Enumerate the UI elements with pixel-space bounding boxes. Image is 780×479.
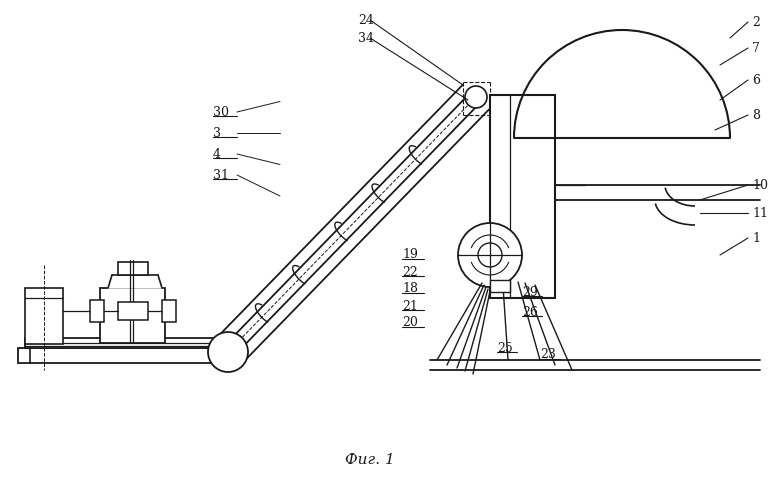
Bar [118,262,148,275]
Text: 29: 29 [522,285,537,298]
Text: 8: 8 [752,109,760,122]
Text: 23: 23 [540,349,556,362]
Text: 18: 18 [402,283,418,296]
Text: 7: 7 [752,42,760,55]
Circle shape [465,86,487,108]
Bar [118,302,148,320]
Text: 6: 6 [752,73,760,87]
Bar [100,288,165,343]
Text: 3: 3 [213,126,221,139]
Circle shape [478,243,502,267]
Text: 1: 1 [752,231,760,244]
Text: 24: 24 [358,13,374,26]
Bar [162,300,176,322]
Circle shape [458,223,522,287]
Text: 21: 21 [402,299,418,312]
Text: 22: 22 [402,265,418,278]
Bar [25,288,63,344]
Text: 30: 30 [213,105,229,118]
Bar [25,338,217,348]
Polygon shape [108,275,162,288]
Text: 2: 2 [752,15,760,28]
Text: 25: 25 [497,342,512,354]
Text: 26: 26 [522,306,538,319]
Text: 19: 19 [402,249,418,262]
Bar [90,300,104,322]
Bar [490,280,510,292]
Text: 34: 34 [358,32,374,45]
Text: 4: 4 [213,148,221,160]
Text: 31: 31 [213,169,229,182]
Text: 11: 11 [752,206,768,219]
Text: Фиг. 1: Фиг. 1 [345,453,395,467]
Text: 20: 20 [402,317,418,330]
Text: 10: 10 [752,179,768,192]
Bar [18,348,223,363]
Bar [490,95,555,298]
Circle shape [208,332,248,372]
